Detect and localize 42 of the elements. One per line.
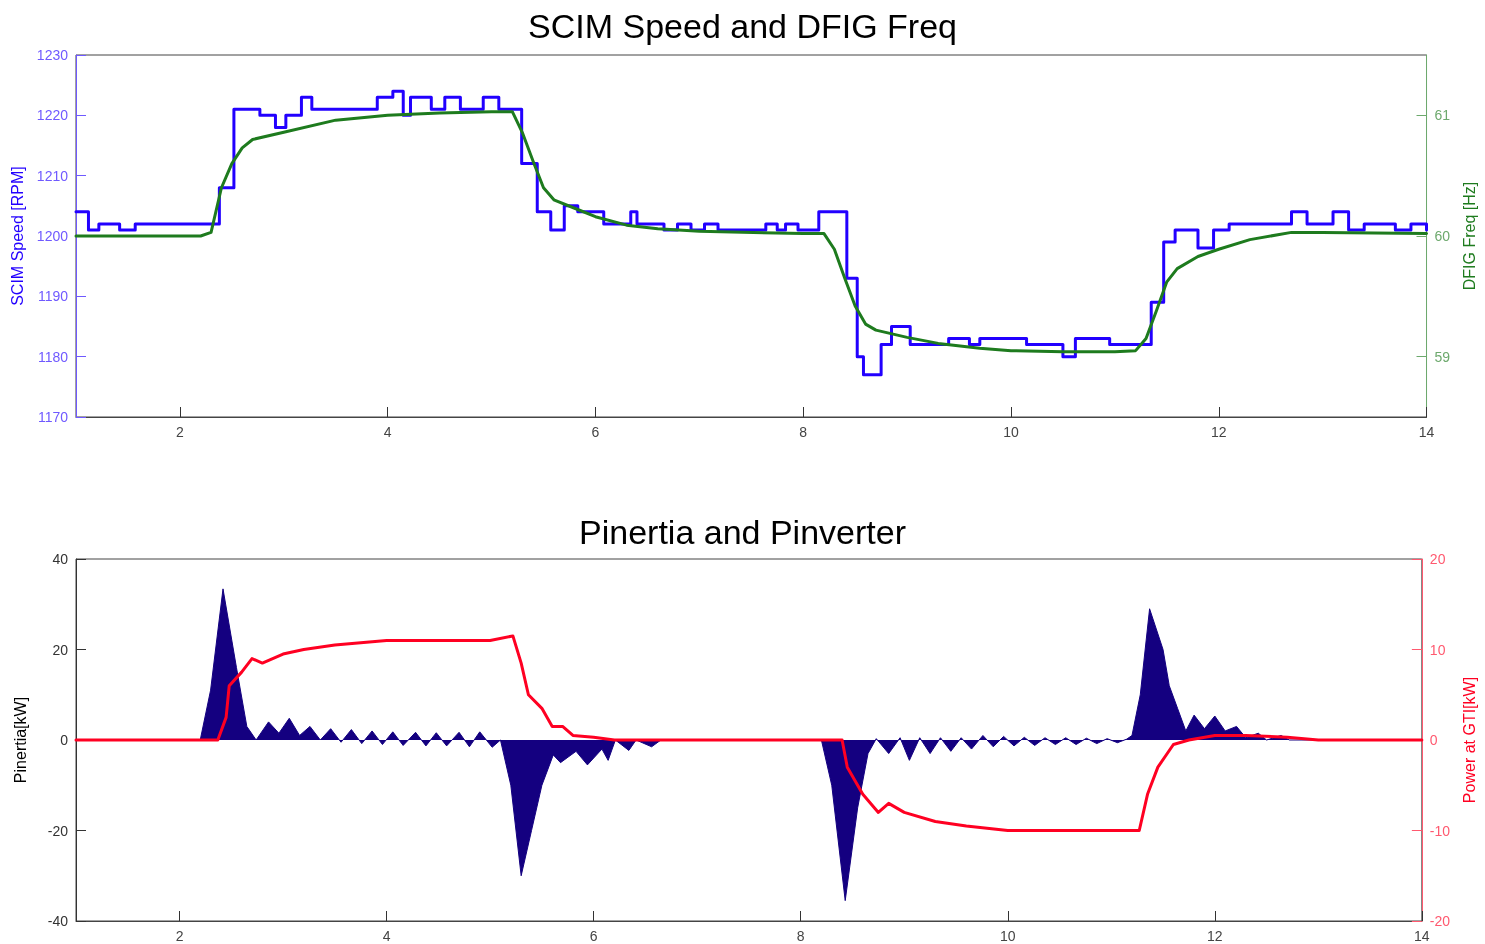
- y-tick-label: 1190: [37, 288, 69, 305]
- y-tick-label: 1230: [36, 47, 69, 63]
- x-tick-label: 8: [799, 424, 808, 440]
- y2-tick-label: -10: [1429, 822, 1451, 839]
- y2-tick-label: 20: [1429, 551, 1446, 567]
- x-tick-label: 2: [175, 928, 184, 944]
- x-tick-label: 12: [1207, 928, 1223, 944]
- y-tick-label: 1170: [37, 409, 69, 425]
- x-tick-label: 8: [796, 928, 805, 944]
- x-tick-label: 4: [383, 424, 392, 440]
- x-tick-label: 14: [1414, 928, 1430, 944]
- y-tick-label: 1220: [36, 107, 69, 124]
- y-axis-title: SCIM Speed [RPM]: [9, 166, 27, 306]
- y2-tick-label: 61: [1434, 107, 1451, 124]
- line-series: [74, 634, 1424, 832]
- y-tick-label: 40: [52, 551, 69, 567]
- x-tick-label: 6: [589, 928, 598, 944]
- y2-tick-label: -20: [1429, 913, 1451, 929]
- chart-title: Pinertia and Pinverter: [579, 513, 906, 551]
- y-tick-label: 0: [60, 732, 69, 748]
- x-tick-label: 12: [1210, 424, 1227, 440]
- x-tick-label: 4: [382, 928, 391, 944]
- x-tick-label: 10: [1003, 424, 1019, 440]
- x-tick-label: 6: [591, 424, 600, 440]
- y2-tick-label: 60: [1434, 228, 1451, 244]
- y2-tick-label: 10: [1429, 641, 1446, 658]
- y2-tick-label: 59: [1434, 348, 1451, 365]
- y2-axis-title: Power at GTI[kW]: [1460, 676, 1478, 804]
- y2-tick-label: 0: [1429, 732, 1438, 748]
- x-tick-label: 14: [1418, 424, 1435, 440]
- y-axis-title: Pinertia[kW]: [11, 696, 29, 784]
- y-tick-label: 1180: [37, 348, 69, 365]
- chart-title: SCIM Speed and DFIG Freq: [528, 7, 957, 45]
- y-tick-label: 20: [52, 641, 69, 658]
- y2-axis-title: DFIG Freq [Hz]: [1460, 181, 1478, 291]
- x-tick-label: 2: [175, 424, 184, 440]
- y-tick-label: 1210: [36, 167, 69, 184]
- x-tick-label: 10: [999, 928, 1016, 944]
- y-tick-label: -20: [47, 822, 69, 839]
- y-tick-label: -40: [47, 913, 69, 929]
- line-series: [74, 110, 1429, 354]
- y-tick-label: 1200: [36, 228, 69, 244]
